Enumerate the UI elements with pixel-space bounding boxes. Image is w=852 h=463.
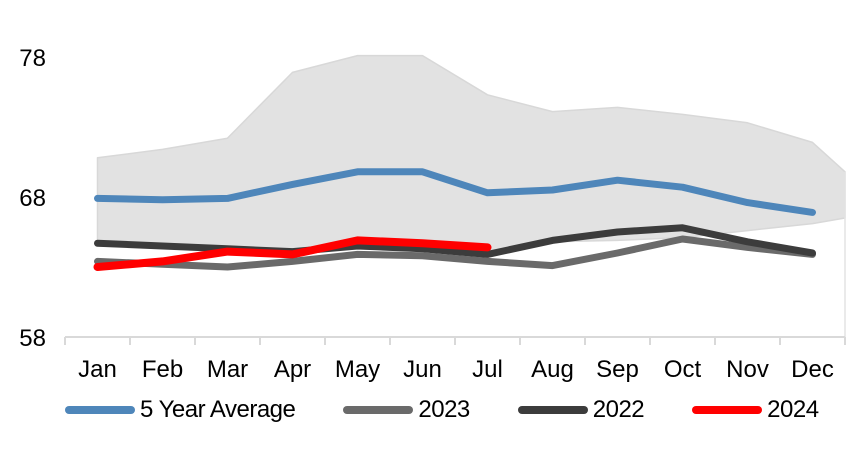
x-tick-label-may: May bbox=[335, 356, 380, 383]
series-line-5-year-average bbox=[94, 168, 816, 216]
range-band bbox=[96, 54, 846, 257]
legend-label-2022: 2022 bbox=[592, 396, 645, 423]
y-tick-label: 58 bbox=[19, 325, 46, 352]
legend-item-2022: 2022 bbox=[517, 396, 645, 424]
x-tick-label-dec: Dec bbox=[791, 356, 834, 383]
legend-swatch-2024 bbox=[692, 406, 763, 414]
x-tick-label-jul: Jul bbox=[472, 356, 503, 383]
x-tick-label-aug: Aug bbox=[531, 356, 574, 383]
series-line-2023 bbox=[94, 235, 816, 271]
legend-label-2023: 2023 bbox=[418, 396, 470, 423]
y-tick-label: 78 bbox=[19, 45, 46, 72]
x-tick-label-feb: Feb bbox=[142, 356, 183, 383]
legend: 5 Year Average 2023 2022 2024 bbox=[65, 394, 819, 426]
x-tick-label-mar: Mar bbox=[207, 356, 248, 383]
legend-swatch-2023 bbox=[343, 406, 414, 414]
legend-item-5-year-average: 5 Year Average bbox=[65, 396, 296, 424]
series-line-2024 bbox=[93, 236, 492, 271]
y-tick-label: 68 bbox=[19, 185, 46, 212]
x-tick-label-jun: Jun bbox=[403, 356, 442, 383]
x-tick-label-sep: Sep bbox=[596, 356, 639, 383]
legend-label-5-year-average: 5 Year Average bbox=[140, 396, 296, 423]
legend-item-2024: 2024 bbox=[692, 396, 819, 424]
legend-label-2024: 2024 bbox=[767, 396, 819, 423]
legend-item-2023: 2023 bbox=[343, 396, 470, 424]
x-tick-label-apr: Apr bbox=[274, 356, 311, 383]
x-tick-label-oct: Oct bbox=[664, 356, 702, 383]
x-tick-label-jan: Jan bbox=[78, 356, 117, 383]
series-line-2022 bbox=[94, 224, 816, 258]
legend-swatch-2022 bbox=[517, 406, 588, 414]
x-tick-label-nov: Nov bbox=[726, 356, 769, 383]
legend-swatch-5-year-average bbox=[65, 406, 135, 414]
